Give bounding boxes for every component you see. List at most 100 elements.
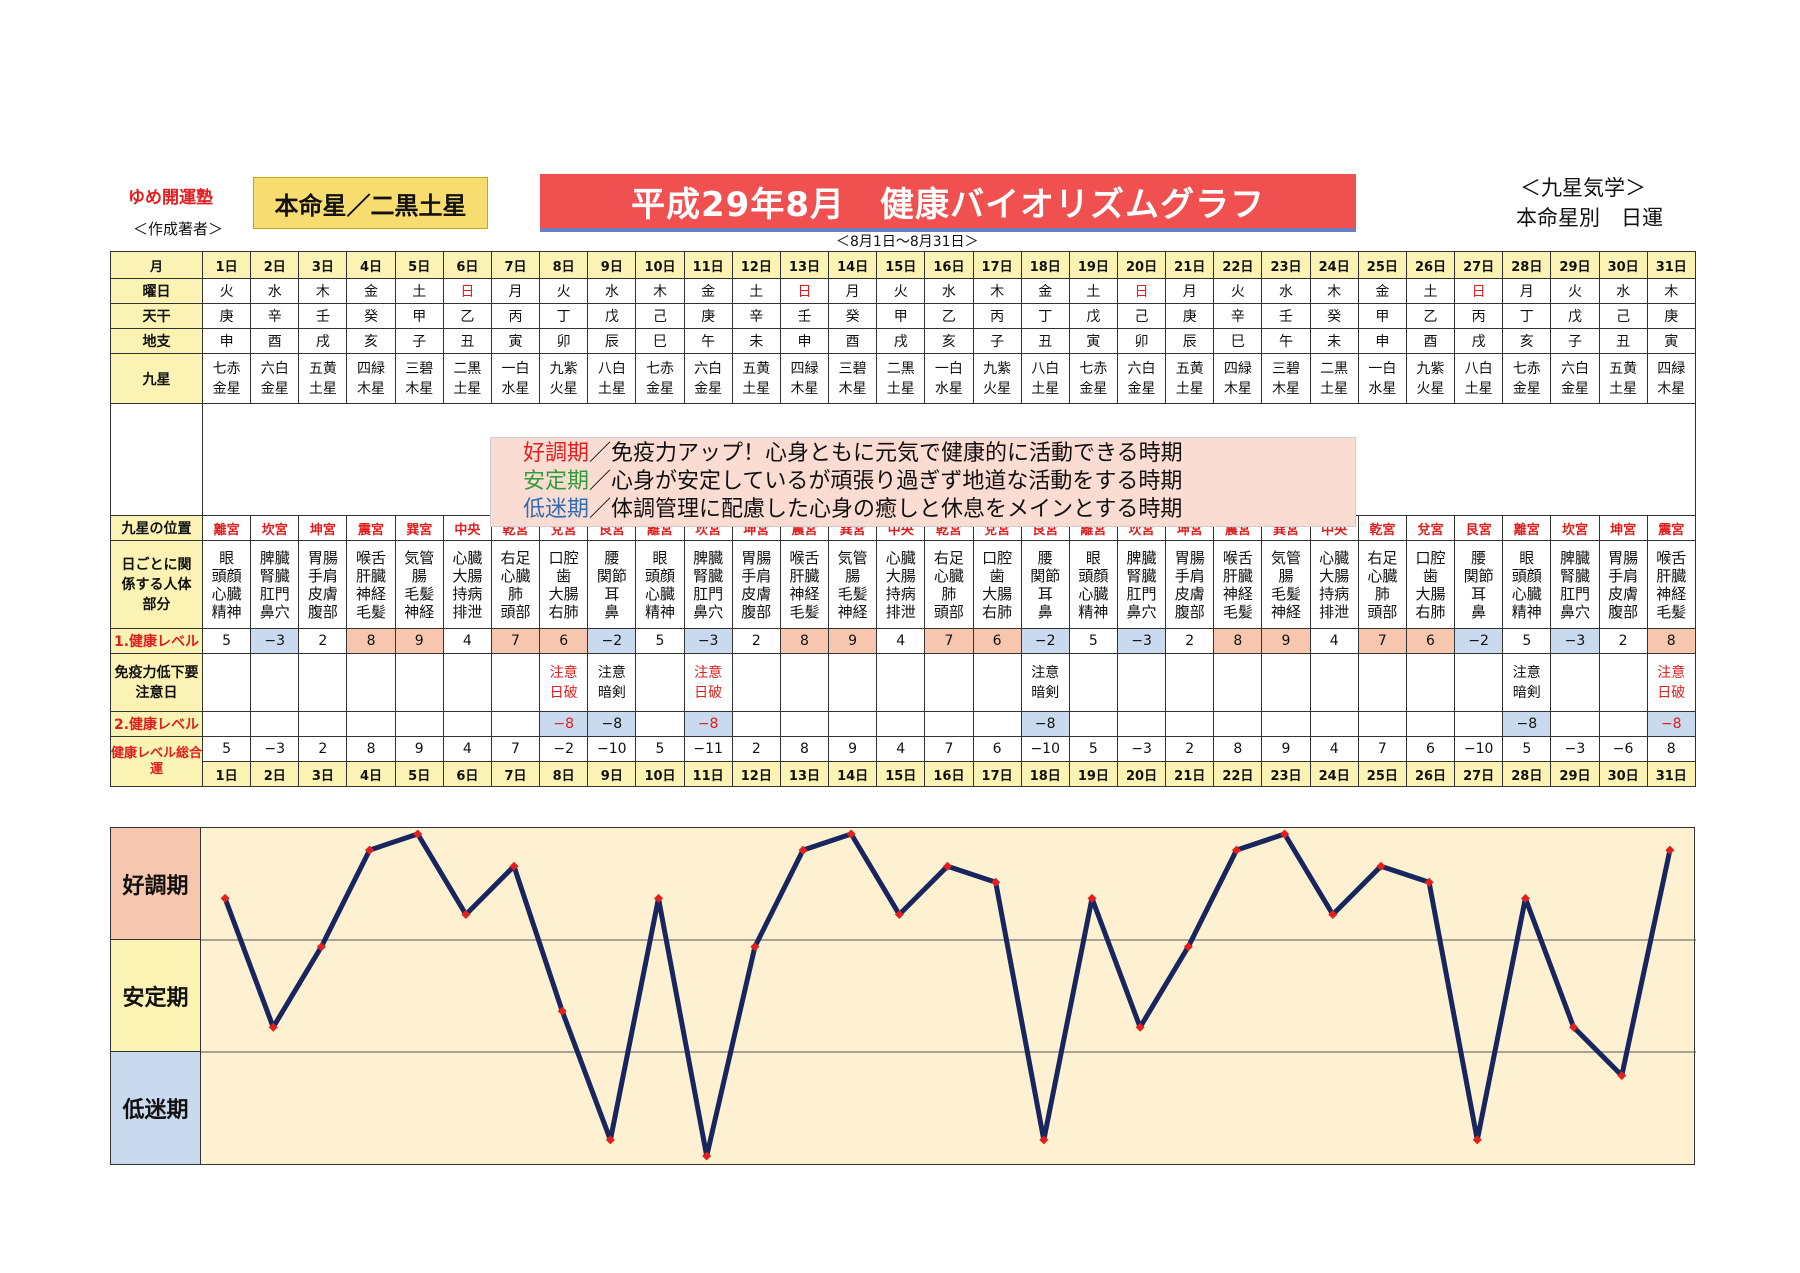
tenkan-cell: 丁 [1020,303,1070,329]
data-point [220,893,230,903]
total-cell: 4 [442,736,492,762]
body-part-text: 心臓 [1367,566,1398,585]
day-header-cell: 16日 [924,251,974,279]
weekday-cell: 金 [1357,278,1407,304]
tenkan-cell: 癸 [346,303,396,329]
chishi-cell: 戌 [1454,328,1504,354]
body-part-text: 大腸 [982,584,1013,603]
chishi-cell: 子 [394,328,444,354]
level1-cell: 5 [1502,628,1552,654]
kyusei-text: 四緑 [1657,360,1686,377]
kyusei-text: 七赤 [1079,360,1108,377]
kyusei-text: 四緑 [1223,360,1252,377]
kyusei-text: 火星 [1416,380,1445,397]
data-point [1231,845,1241,855]
kyusei-cell: 九紫 火星 [539,353,589,404]
kyusei-text: 四緑 [790,360,819,377]
chishi-cell: 巳 [1213,328,1263,354]
weekday-cell: 月 [828,278,878,304]
level1-cell: −2 [1020,628,1070,654]
weekday-cell: 日 [1454,278,1504,304]
tenkan-cell: 己 [1598,303,1648,329]
position-cell: 艮宮 [1454,515,1504,541]
level2-cell [1598,711,1648,737]
body-part-text: 腎臓 [1126,566,1157,585]
body-part-text: 脾臓 [1559,548,1590,567]
level2-cell: −8 [1502,711,1552,737]
body-part-text: 頭部 [933,602,964,621]
tenkan-cell: 甲 [394,303,444,329]
total-cell: 7 [490,736,541,762]
day-header-cell: 8日 [539,251,589,279]
body-part-text: 鼻穴 [693,602,724,621]
body-part-text: 胃腸 [1608,548,1639,567]
kyusei-cell: 四緑 木星 [1646,353,1696,404]
legend-key: 安定期 [523,469,590,494]
level2-cell [298,711,348,737]
level1-cell: 8 [1213,628,1263,654]
chishi-cell: 寅 [1068,328,1118,354]
body-part-text: 気管 [837,548,868,567]
level1-cell: 5 [201,628,252,654]
body-cell: 眼頭顔 心臓 精神 [201,540,252,629]
weekday-cell: 水 [1261,278,1311,304]
day-footer-cell: 21日 [1165,761,1215,787]
position-cell: 坤宮 [298,515,348,541]
kyusei-text: 木星 [405,380,434,397]
body-cell: 腰関節耳鼻 [1020,540,1070,629]
body-part-text: 腰 [604,548,620,567]
weekday-cell: 日 [442,278,492,304]
caution-text: 注意 [1512,664,1541,681]
level2-cell [1165,711,1215,737]
kyusei-text: 四緑 [357,360,386,377]
body-part-text: 脾臓 [693,548,724,567]
caution-cell [1454,653,1504,712]
page-title: 平成29年8月 健康バイオリズムグラフ [540,174,1356,232]
kyusei-text: 八白 [1031,360,1060,377]
day-footer-cell: 2日 [250,761,300,787]
level1-cell: 6 [1405,628,1456,654]
caution-text: 暗剣 [1512,684,1541,701]
body-part-text: 右足 [500,548,531,567]
position-cell: 中央 [442,515,492,541]
day-footer-cell: 12日 [731,761,781,787]
weekday-cell: 木 [635,278,685,304]
body-part-text: 皮膚 [1174,584,1205,603]
body-part-text: 歯 [556,566,572,585]
kyusei-text: 木星 [838,380,867,397]
chishi-cell: 辰 [587,328,637,354]
kyusei-cell: 二黒 土星 [876,353,926,404]
caution-cell [298,653,348,712]
day-footer-cell: 25日 [1357,761,1407,787]
body-part-text: 鼻 [1471,602,1487,621]
body-part-text: 心臓 [1511,584,1542,603]
weekday-cell: 土 [394,278,444,304]
kyusei-cell: 八白 土星 [1454,353,1504,404]
level1-cell: 7 [924,628,974,654]
chishi-label: 地支 [110,328,203,354]
day-header-cell: 24日 [1309,251,1359,279]
body-part-text: 関節 [1463,566,1494,585]
body-part-text: 皮膚 [1608,584,1639,603]
level1-cell: 9 [394,628,444,654]
body-part-text: 気管 [1271,548,1302,567]
tenkan-cell: 己 [635,303,685,329]
level1-cell: 4 [876,628,926,654]
kyusei-text: 土星 [1464,380,1493,397]
day-header-cell: 20日 [1116,251,1167,279]
kyusei-cell: 七赤 金星 [1502,353,1552,404]
data-point [509,861,519,871]
day-header-cell: 1日 [201,251,252,279]
chishi-cell: 子 [972,328,1022,354]
level2-cell: −8 [587,711,637,737]
data-point [991,877,1001,887]
body-part-text: 心臓 [211,584,242,603]
kyusei-cell: 九紫 火星 [972,353,1022,404]
total-cell: 7 [1357,736,1407,762]
body-part-text: 口腔 [982,548,1013,567]
kyusei-cell: 四緑 木星 [1213,353,1263,404]
kyusei-cell: 二黒 土星 [1309,353,1359,404]
body-part-text: 歯 [1422,566,1438,585]
body-part-text: 喉舌 [1222,548,1253,567]
body-part-text: 眼 [1519,548,1535,567]
